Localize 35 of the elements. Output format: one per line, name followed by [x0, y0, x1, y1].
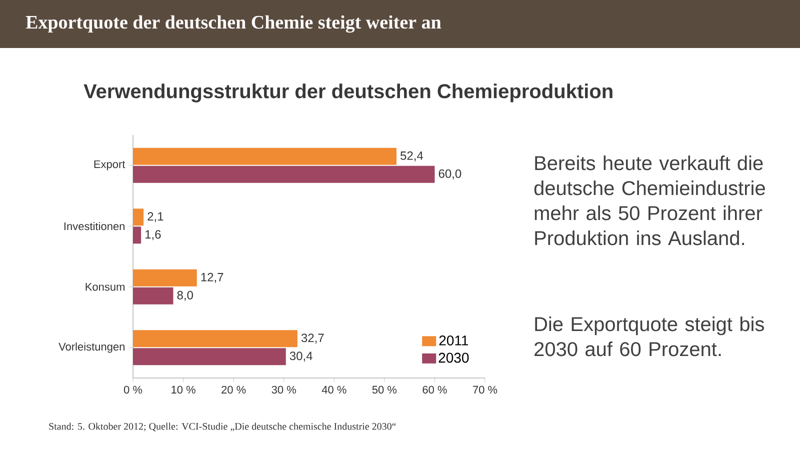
x-tick-label: 60 % [422, 386, 447, 394]
data-label: 12,7 [201, 272, 224, 283]
x-tick-label: 70 % [473, 386, 498, 394]
y-tick-label: Investitionen [64, 222, 124, 230]
y-tick-label: Vorleistungen [58, 342, 124, 353]
x-tick-label: 20 % [222, 386, 246, 394]
y-tick-label: Export [94, 160, 126, 170]
data-label: 52,4 [400, 151, 424, 162]
text: Stand: 5. Oktober 2012; Quelle: VCI-Studie „Die deutsche chemische Industrie 2030“ [49, 422, 396, 432]
x-tick-label: 30 % [272, 386, 296, 394]
legend-label: 2011 [439, 336, 468, 346]
bar [133, 348, 286, 366]
data-label: 32,7 [301, 334, 324, 344]
x-tick-label: 10 % [172, 386, 196, 394]
chart-title: Exportquote der deutschen Chemie steigt weiter an [26, 15, 442, 33]
text: Bereits heute verkauft die deutsche Chemieindustrie mehr als 50 Prozent ihrer Produktion ins Ausland. [534, 156, 765, 246]
x-tick-label: 50 % [372, 386, 397, 394]
bar [133, 226, 142, 244]
data-label: 1,6 [145, 230, 161, 240]
x-tick-label: 0 % [124, 386, 142, 394]
y-tick-label: Konsum [86, 283, 124, 291]
data-label: 60,0 [438, 169, 462, 180]
chart-subtitle: Verwendungsstruktur der deutschen Chemieproduktion [84, 84, 612, 102]
data-label: 30,4 [290, 352, 312, 362]
bar [133, 148, 396, 165]
legend-label: 2030 [438, 352, 469, 363]
data-label: 8,0 [177, 290, 193, 301]
text: Die Exportquote steigt bis 2030 auf 60 Prozent. [534, 316, 764, 356]
bar [133, 269, 197, 286]
bar [133, 330, 298, 348]
bar [133, 208, 144, 226]
x-tick-label: 40 % [322, 386, 346, 394]
data-label: 2,1 [148, 212, 164, 222]
bar [133, 287, 174, 304]
bar [133, 166, 435, 183]
